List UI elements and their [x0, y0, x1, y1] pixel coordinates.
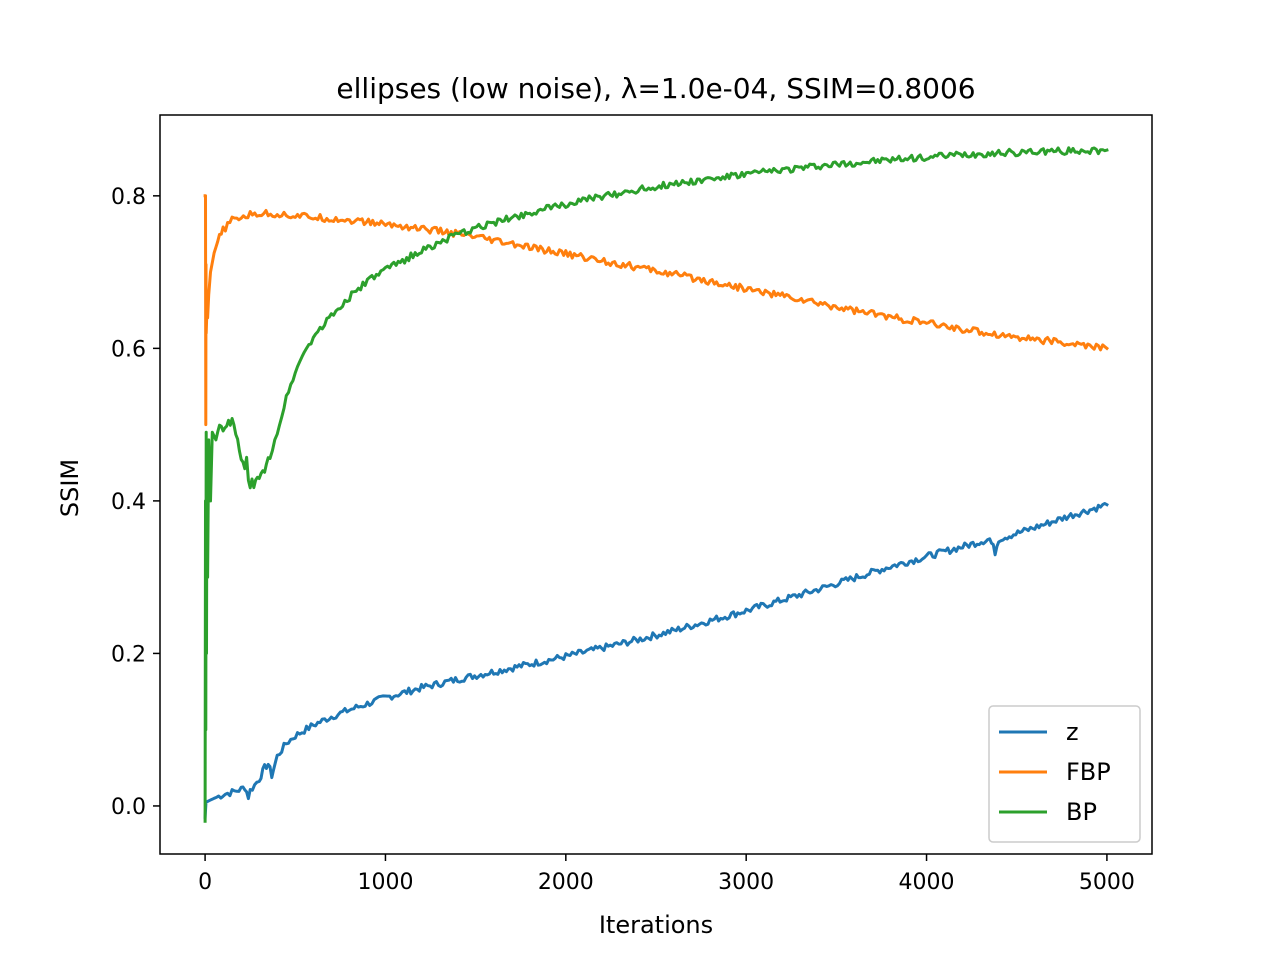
x-tick-label: 4000 — [899, 870, 955, 895]
x-axis-ticks: 0 1000 2000 3000 4000 5000 — [198, 854, 1135, 895]
plot-frame — [159, 114, 1153, 855]
x-tick-label: 2000 — [538, 870, 594, 895]
legend: z FBP BP — [988, 705, 1141, 843]
series-line-fbp — [203, 194, 1110, 427]
y-tick-label: 0.2 — [111, 642, 146, 667]
y-tick-label: 0.0 — [111, 795, 146, 820]
plot-area — [159, 114, 1153, 855]
x-tick-label: 3000 — [718, 870, 774, 895]
legend-box — [988, 705, 1141, 843]
y-axis-label: SSIM — [56, 459, 84, 517]
x-tick-label: 1000 — [357, 870, 413, 895]
series-line-bp — [203, 146, 1109, 823]
legend-label-z: z — [1066, 718, 1079, 746]
series-layer — [203, 146, 1110, 823]
series-line-z — [203, 502, 1109, 819]
x-tick-label: 5000 — [1079, 870, 1135, 895]
x-tick-label: 0 — [198, 870, 212, 895]
y-tick-label: 0.8 — [111, 185, 146, 210]
legend-label-fbp: FBP — [1066, 758, 1111, 786]
y-tick-label: 0.4 — [111, 490, 146, 515]
chart-title: ellipses (low noise), λ=1.0e-04, SSIM=0.… — [336, 72, 975, 105]
x-axis-label: Iterations — [599, 911, 713, 939]
y-axis-ticks: 0.0 0.2 0.4 0.6 0.8 — [111, 185, 160, 820]
legend-label-bp: BP — [1066, 798, 1097, 826]
y-tick-label: 0.6 — [111, 337, 146, 362]
